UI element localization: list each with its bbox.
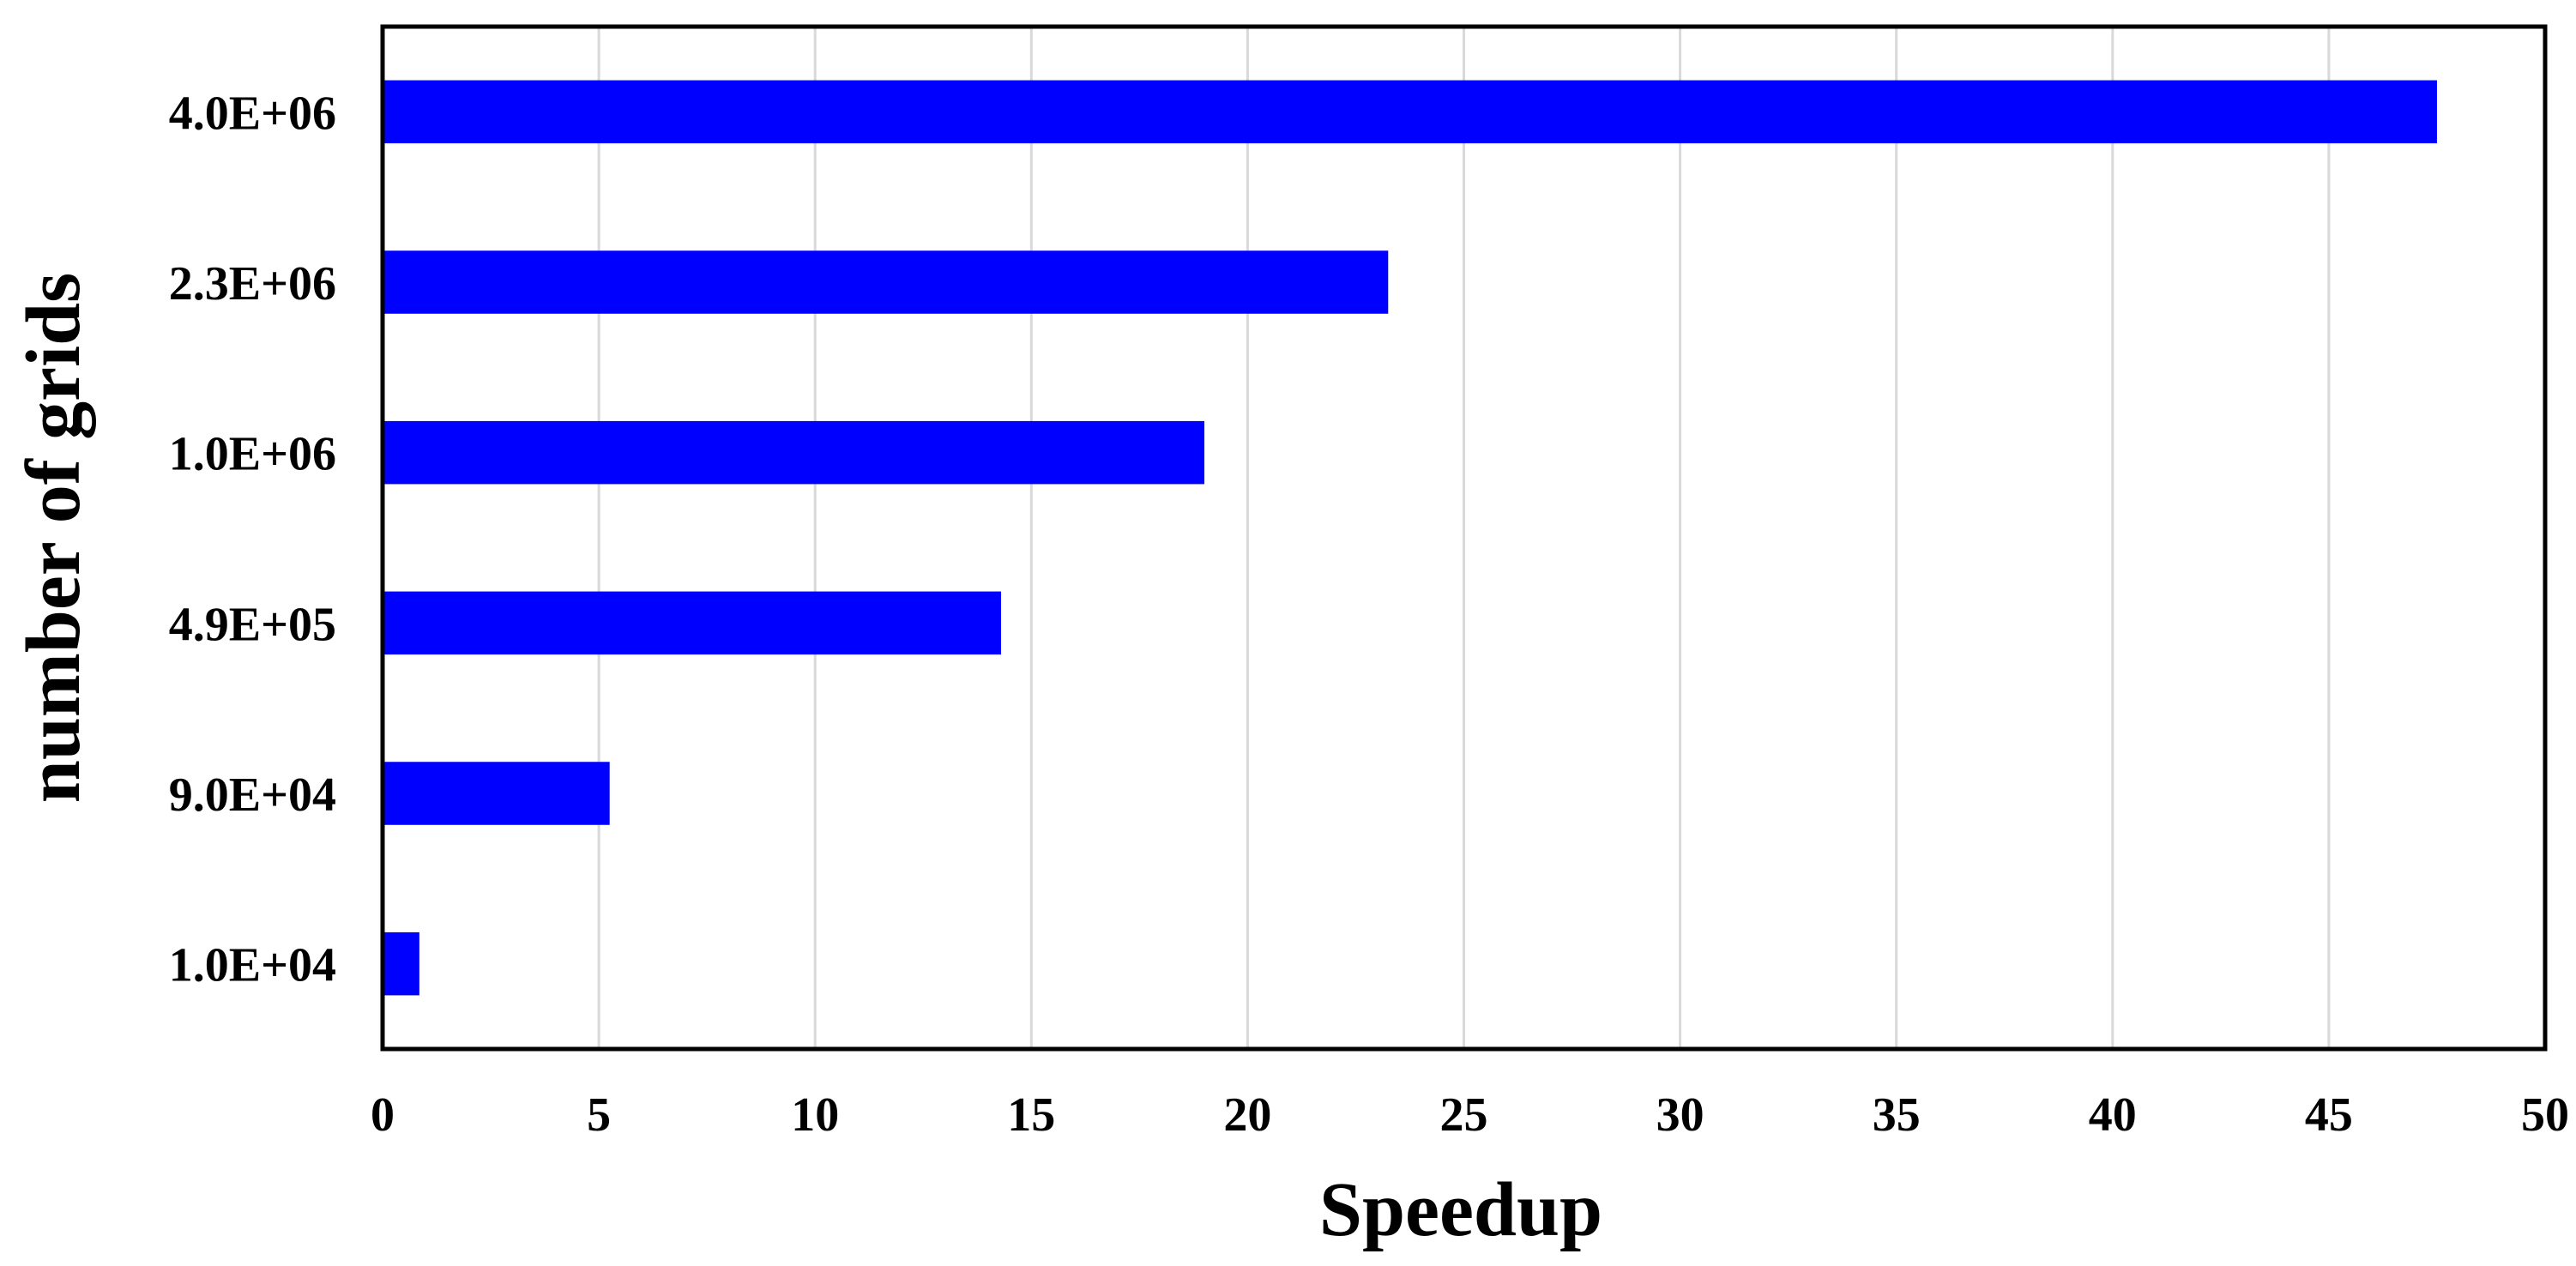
x-tick-label: 0 bbox=[371, 1088, 395, 1142]
y-axis-title: number of grids bbox=[11, 273, 96, 803]
x-tick-label: 40 bbox=[2089, 1088, 2137, 1142]
x-tick-label: 5 bbox=[587, 1088, 611, 1142]
bar bbox=[383, 762, 610, 825]
bar bbox=[383, 80, 2437, 144]
x-tick-label: 35 bbox=[1873, 1088, 1921, 1142]
x-tick-label: 45 bbox=[2305, 1088, 2353, 1142]
plot-frame bbox=[380, 24, 2548, 1052]
bar bbox=[383, 420, 1204, 485]
x-tick-label: 30 bbox=[1656, 1088, 1704, 1142]
y-tick-labels: 1.0E+04 9.0E+04 4.9E+05 1.0E+06 2.3E+06 4.0E+… bbox=[169, 87, 336, 992]
x-tick-label: 10 bbox=[791, 1088, 839, 1142]
x-tick-label: 20 bbox=[1223, 1088, 1271, 1142]
y-tick-label: 2.3E+06 bbox=[169, 257, 336, 310]
bar bbox=[383, 591, 1002, 655]
gridlines bbox=[597, 27, 2331, 1049]
bars bbox=[383, 80, 2437, 996]
x-tick-label: 15 bbox=[1007, 1088, 1055, 1142]
x-tick-label: 50 bbox=[2521, 1088, 2569, 1142]
bar bbox=[383, 931, 419, 996]
y-tick-label: 4.0E+06 bbox=[169, 87, 336, 140]
x-tick-label: 25 bbox=[1440, 1088, 1488, 1142]
y-tick-label: 1.0E+06 bbox=[169, 428, 336, 481]
y-tick-label: 4.9E+05 bbox=[169, 598, 336, 651]
bar bbox=[383, 250, 1389, 314]
y-tick-label: 9.0E+04 bbox=[169, 769, 336, 822]
y-tick-label: 1.0E+04 bbox=[169, 939, 336, 992]
x-tick-labels: 0 5 10 15 20 25 30 35 40 45 50 bbox=[371, 1088, 2569, 1142]
x-axis-title: Speedup bbox=[1319, 1167, 1602, 1252]
